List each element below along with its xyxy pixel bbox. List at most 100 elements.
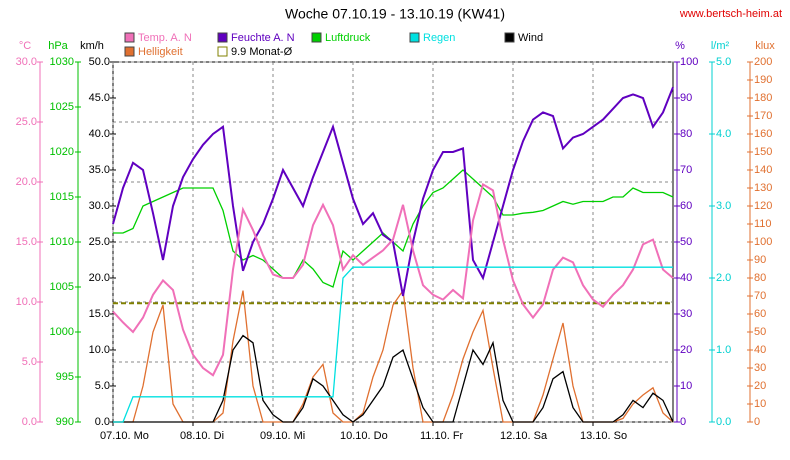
y-tick-label: 20 (754, 380, 766, 392)
y-tick-label: 60 (754, 308, 766, 320)
y-tick-label: 70 (754, 290, 766, 302)
legend-swatch (124, 32, 135, 43)
y-tick-label: 200 (754, 56, 772, 68)
y-tick-label: 40 (680, 272, 692, 284)
series-line (113, 334, 674, 423)
y-tick-label: 170 (754, 110, 772, 122)
y-tick-label: 4.0 (716, 128, 731, 140)
legend-label: Regen (423, 32, 455, 44)
series-line (112, 86, 674, 297)
x-tick-label: 12.10. Sa (500, 430, 548, 442)
y-tick-label: 40 (754, 344, 766, 356)
y-tick-label: 90 (680, 92, 692, 104)
y-tick-label: 100 (680, 56, 698, 68)
y-tick-label: 0.0 (22, 416, 37, 428)
legend-label: 9.9 Monat-Ø (231, 46, 293, 58)
x-tick-label: 10.10. Do (340, 430, 388, 442)
legend-label: Feuchte A. N (231, 32, 295, 44)
x-tick-label: 13.10. So (580, 430, 627, 442)
y-tick-label: 20 (680, 344, 692, 356)
axis-title: % (675, 40, 685, 52)
legend-label: Temp. A. N (138, 32, 192, 44)
y-tick-label: 0.0 (716, 416, 731, 428)
chart-title: Woche 07.10.19 - 13.10.19 (KW41) (285, 6, 505, 22)
y-tick-label: 15.0 (16, 236, 37, 248)
y-tick-label: 40.0 (89, 128, 110, 140)
y-tick-label: 60 (680, 200, 692, 212)
y-tick-label: 180 (754, 92, 772, 104)
y-tick-label: 5.0 (716, 56, 731, 68)
y-tick-label: 120 (754, 200, 772, 212)
y-tick-label: 80 (754, 272, 766, 284)
y-tick-label: 1020 (50, 146, 74, 158)
y-tick-label: 1005 (50, 281, 74, 293)
y-tick-label: 15.0 (89, 308, 110, 320)
x-tick-label: 08.10. Di (180, 430, 224, 442)
y-tick-label: 50.0 (89, 56, 110, 68)
axis-title: hPa (48, 40, 68, 52)
series-line (113, 169, 674, 288)
y-tick-label: 1015 (50, 191, 74, 203)
y-tick-label: 30.0 (89, 200, 110, 212)
y-tick-label: 30 (754, 362, 766, 374)
legend-swatch (504, 32, 515, 43)
y-tick-label: 0 (754, 416, 760, 428)
y-tick-label: 25.0 (89, 236, 110, 248)
axis-title: °C (19, 40, 31, 52)
series-line (113, 288, 674, 423)
axis-title: l/m² (711, 40, 730, 52)
y-tick-label: 0.0 (95, 416, 110, 428)
y-tick-label: 30 (680, 308, 692, 320)
y-tick-label: 995 (56, 371, 74, 383)
legend-swatch (217, 32, 228, 43)
y-tick-label: 10.0 (16, 296, 37, 308)
y-tick-label: 25.0 (16, 116, 37, 128)
y-tick-label: 35.0 (89, 164, 110, 176)
axis-title: klux (755, 40, 775, 52)
series-line (113, 266, 673, 423)
y-tick-label: 1030 (50, 56, 74, 68)
legend-swatch (409, 32, 420, 43)
axis-title: km/h (80, 40, 104, 52)
y-tick-label: 990 (56, 416, 74, 428)
legend-label: Helligkeit (138, 46, 183, 58)
legend-swatch (311, 32, 322, 43)
legend-label: Luftdruck (325, 32, 371, 44)
y-tick-label: 80 (680, 128, 692, 140)
y-tick-label: 90 (754, 254, 766, 266)
y-tick-label: 160 (754, 128, 772, 140)
y-tick-label: 20.0 (89, 272, 110, 284)
y-tick-label: 20.0 (16, 176, 37, 188)
y-tick-label: 190 (754, 74, 772, 86)
y-tick-label: 1.0 (716, 344, 731, 356)
x-tick-label: 09.10. Mi (260, 430, 305, 442)
y-tick-label: 5.0 (95, 380, 110, 392)
y-tick-label: 10 (680, 380, 692, 392)
y-tick-label: 5.0 (22, 356, 37, 368)
y-tick-label: 150 (754, 146, 772, 158)
y-tick-label: 140 (754, 164, 772, 176)
x-tick-label: 07.10. Mo (100, 430, 149, 442)
y-tick-label: 1025 (50, 101, 74, 113)
legend-swatch (217, 46, 228, 57)
y-tick-label: 10 (754, 398, 766, 410)
y-tick-label: 70 (680, 164, 692, 176)
y-tick-label: 45.0 (89, 92, 110, 104)
y-tick-label: 1000 (50, 326, 74, 338)
x-tick-label: 11.10. Fr (420, 430, 464, 442)
y-tick-label: 2.0 (716, 272, 731, 284)
y-tick-label: 50 (754, 326, 766, 338)
y-tick-label: 10.0 (89, 344, 110, 356)
y-tick-label: 100 (754, 236, 772, 248)
y-tick-label: 50 (680, 236, 692, 248)
series-line (112, 182, 674, 377)
y-tick-label: 3.0 (716, 200, 731, 212)
y-tick-label: 0 (680, 416, 686, 428)
y-tick-label: 1010 (50, 236, 74, 248)
y-tick-label: 30.0 (16, 56, 37, 68)
legend-label: Wind (518, 32, 543, 44)
legend-swatch (124, 46, 135, 57)
y-tick-label: 110 (754, 218, 772, 230)
y-tick-label: 130 (754, 182, 772, 194)
